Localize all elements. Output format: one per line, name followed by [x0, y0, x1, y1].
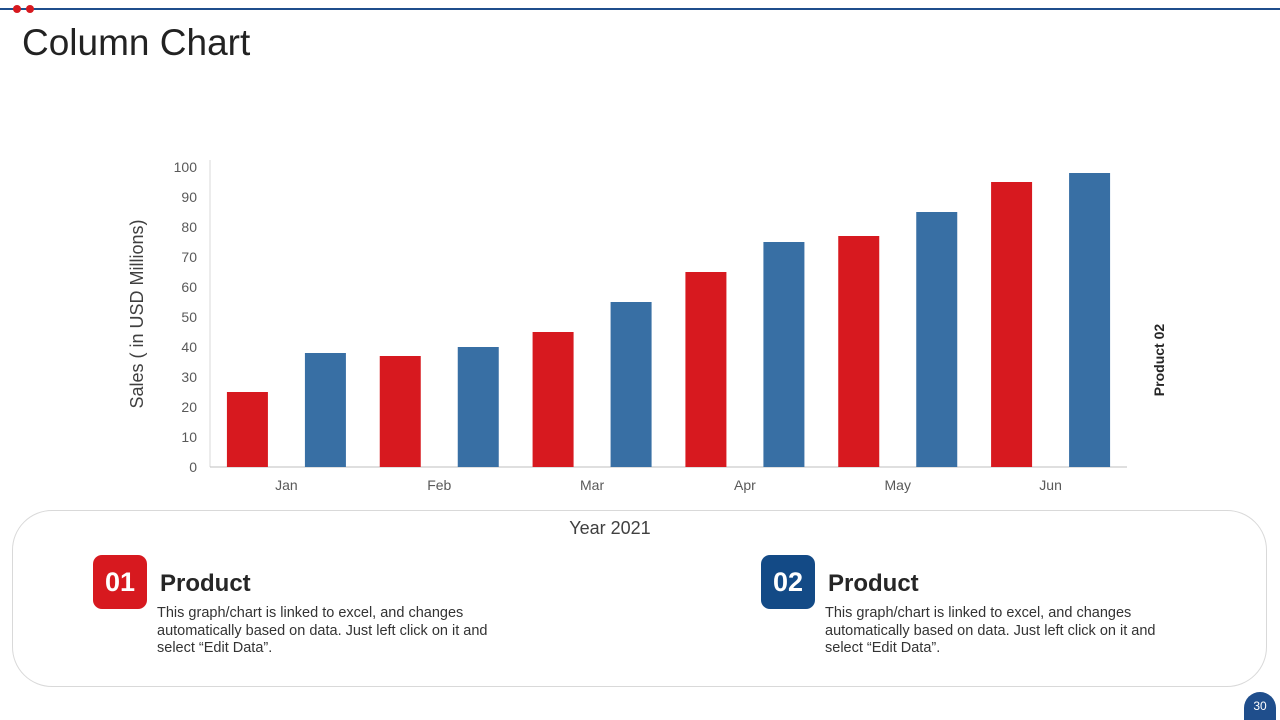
x-tick-label-may: May: [885, 477, 911, 493]
y-tick-label: 70: [181, 249, 197, 265]
legend-entry-product-02: Product 02: [1151, 324, 1167, 397]
product-02-description: This graph/chart is linked to excel, and…: [825, 605, 1156, 656]
bar-jan-series-1[interactable]: [226, 392, 268, 467]
product-01-title: Product: [160, 570, 251, 597]
bar-apr-series-2[interactable]: [763, 242, 805, 467]
page-number: 30: [1244, 692, 1276, 720]
bar-may-series-2[interactable]: [916, 212, 958, 467]
y-tick-label: 100: [174, 159, 198, 175]
bar-jan-series-2[interactable]: [304, 353, 346, 467]
x-tick-label-mar: Mar: [580, 477, 604, 493]
y-tick-label: 10: [181, 429, 197, 445]
decor-dot-left: [13, 5, 21, 13]
page-title: Column Chart: [22, 22, 251, 63]
product-01-description: This graph/chart is linked to excel, and…: [157, 605, 488, 656]
y-tick-label: 80: [181, 219, 197, 235]
y-tick-label: 40: [181, 339, 197, 355]
info-panel: [12, 510, 1267, 687]
x-axis-ticks: Jan Feb Mar Apr May Jun: [275, 477, 1062, 493]
y-tick-label: 30: [181, 369, 197, 385]
decor-dot-right: [26, 5, 34, 13]
product-02-title: Product: [828, 570, 919, 597]
y-tick-label: 50: [181, 309, 197, 325]
x-tick-label-jan: Jan: [275, 477, 298, 493]
x-tick-label-apr: Apr: [734, 477, 756, 493]
bar-feb-series-1[interactable]: [379, 356, 421, 467]
y-tick-label: 90: [181, 189, 197, 205]
bar-may-series-1[interactable]: [838, 236, 880, 467]
y-tick-label: 20: [181, 399, 197, 415]
bar-feb-series-2[interactable]: [457, 347, 499, 467]
x-tick-label-jun: Jun: [1039, 477, 1062, 493]
x-axis-label: Year 2021: [569, 518, 650, 538]
y-tick-label: 0: [189, 459, 197, 475]
top-rule: [0, 8, 1280, 10]
y-axis-ticks: 0 10 20 30 40 50 60 70 80 90 100: [174, 159, 198, 475]
bar-mar-series-1[interactable]: [532, 332, 574, 467]
bar-jun-series-1[interactable]: [991, 182, 1033, 467]
y-tick-label: 60: [181, 279, 197, 295]
bar-mar-series-2[interactable]: [610, 302, 652, 467]
product-02-badge: 02: [761, 555, 815, 609]
product-01-badge: 01: [93, 555, 147, 609]
x-tick-label-feb: Feb: [427, 477, 451, 493]
bar-jun-series-2[interactable]: [1069, 173, 1111, 467]
bars: [226, 173, 1111, 467]
bar-apr-series-1[interactable]: [685, 272, 727, 467]
y-axis-label: Sales ( in USD Millions): [127, 219, 147, 408]
